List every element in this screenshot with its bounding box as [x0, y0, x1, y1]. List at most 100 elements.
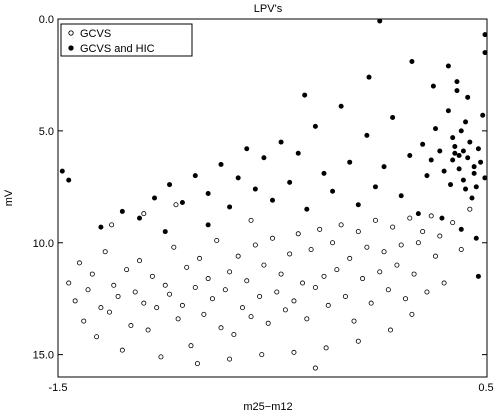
point-gcvs-hic — [473, 184, 479, 190]
point-gcvs-hic — [390, 114, 396, 120]
point-gcvs — [252, 242, 258, 248]
point-gcvs — [291, 349, 297, 355]
point-gcvs-hic — [304, 206, 310, 212]
point-gcvs — [411, 271, 417, 277]
point-gcvs-hic — [415, 211, 421, 217]
point-gcvs-hic — [119, 208, 125, 214]
y-tick-label: 15.0 — [33, 350, 54, 362]
point-gcvs — [381, 249, 387, 255]
point-gcvs-hic — [261, 155, 267, 161]
point-gcvs — [162, 282, 168, 288]
point-gcvs — [347, 255, 353, 261]
point-gcvs-hic — [420, 141, 426, 147]
point-gcvs-hic — [152, 195, 158, 201]
y-axis-label: mV — [3, 189, 15, 206]
point-gcvs — [433, 253, 439, 259]
point-gcvs — [102, 249, 108, 255]
point-gcvs-hic — [137, 215, 143, 221]
point-gcvs — [197, 255, 203, 261]
point-gcvs — [194, 361, 200, 367]
point-gcvs-hic — [458, 128, 464, 134]
legend-label-gcvs: GCVS — [80, 28, 111, 40]
point-gcvs — [291, 298, 297, 304]
ticks-layer: 0.0 5.0 10.0 15.0 -1.5 0.5 — [33, 14, 494, 394]
point-gcvs-hic — [252, 186, 258, 192]
point-gcvs-hic — [465, 155, 471, 161]
point-gcvs — [407, 215, 413, 221]
point-gcvs — [274, 289, 280, 295]
point-gcvs — [98, 305, 104, 311]
point-gcvs — [441, 280, 447, 286]
point-gcvs-hic — [469, 195, 475, 201]
point-gcvs — [321, 273, 327, 279]
point-gcvs — [261, 262, 267, 268]
point-gcvs — [402, 296, 408, 302]
point-gcvs — [201, 311, 207, 317]
point-gcvs — [467, 206, 473, 212]
legend-marker-gcvs-hic — [68, 45, 74, 51]
point-gcvs — [119, 347, 125, 353]
point-gcvs-hic — [355, 202, 361, 208]
point-gcvs — [312, 365, 318, 371]
legend-marker-gcvs — [68, 30, 74, 36]
point-gcvs-hic — [482, 32, 488, 38]
point-gcvs — [141, 300, 147, 306]
point-gcvs-hic — [377, 18, 383, 24]
y-tick-label: 10.0 — [33, 238, 54, 250]
point-gcvs-hic — [295, 150, 301, 156]
point-gcvs — [458, 246, 464, 252]
point-gcvs-hic — [330, 188, 336, 194]
point-gcvs — [231, 331, 237, 337]
point-gcvs — [360, 276, 366, 282]
point-gcvs-hic — [445, 108, 451, 114]
point-gcvs — [398, 242, 404, 248]
point-gcvs — [278, 271, 284, 277]
point-gcvs-hic — [439, 215, 445, 221]
y-tick-label: 5.0 — [39, 126, 54, 138]
point-gcvs — [364, 244, 370, 250]
point-gcvs — [351, 318, 357, 324]
point-gcvs — [282, 307, 288, 313]
point-gcvs — [323, 345, 329, 351]
point-gcvs — [308, 246, 314, 252]
point-gcvs-hic — [460, 177, 466, 183]
point-gcvs-hic — [454, 79, 460, 85]
legend-label-gcvs-hic: GCVS and HIC — [80, 43, 155, 55]
point-gcvs-hic — [424, 173, 430, 179]
point-gcvs — [192, 284, 198, 290]
point-gcvs — [94, 334, 100, 340]
point-gcvs — [184, 264, 190, 270]
point-gcvs — [149, 273, 155, 279]
point-gcvs-hic — [471, 164, 477, 170]
point-gcvs — [387, 327, 393, 333]
point-gcvs — [248, 314, 254, 320]
point-gcvs — [141, 211, 147, 217]
point-gcvs — [222, 287, 228, 293]
point-gcvs-hic — [452, 150, 458, 156]
point-gcvs — [325, 302, 331, 308]
point-gcvs-hic — [302, 92, 308, 98]
point-gcvs — [218, 325, 224, 331]
point-gcvs-hic — [398, 193, 404, 199]
point-gcvs-hic — [381, 164, 387, 170]
point-gcvs — [317, 226, 323, 232]
point-gcvs-hic — [287, 179, 293, 185]
point-gcvs-hic — [475, 146, 481, 152]
point-gcvs-hic — [456, 152, 462, 158]
point-gcvs — [106, 309, 112, 315]
point-gcvs — [85, 287, 91, 293]
point-gcvs — [368, 300, 374, 306]
point-gcvs-hic — [205, 191, 211, 197]
point-gcvs — [66, 280, 72, 286]
point-gcvs-hic — [218, 161, 224, 167]
point-gcvs-hic — [167, 182, 173, 188]
point-gcvs — [257, 293, 263, 299]
point-gcvs — [428, 213, 434, 219]
point-gcvs-hic — [452, 144, 458, 150]
point-gcvs — [128, 323, 134, 329]
point-gcvs — [109, 222, 115, 228]
point-gcvs-hic — [430, 83, 436, 89]
point-gcvs-hic — [463, 119, 469, 125]
point-gcvs — [175, 316, 181, 322]
chart-title: LPV's — [254, 3, 283, 15]
